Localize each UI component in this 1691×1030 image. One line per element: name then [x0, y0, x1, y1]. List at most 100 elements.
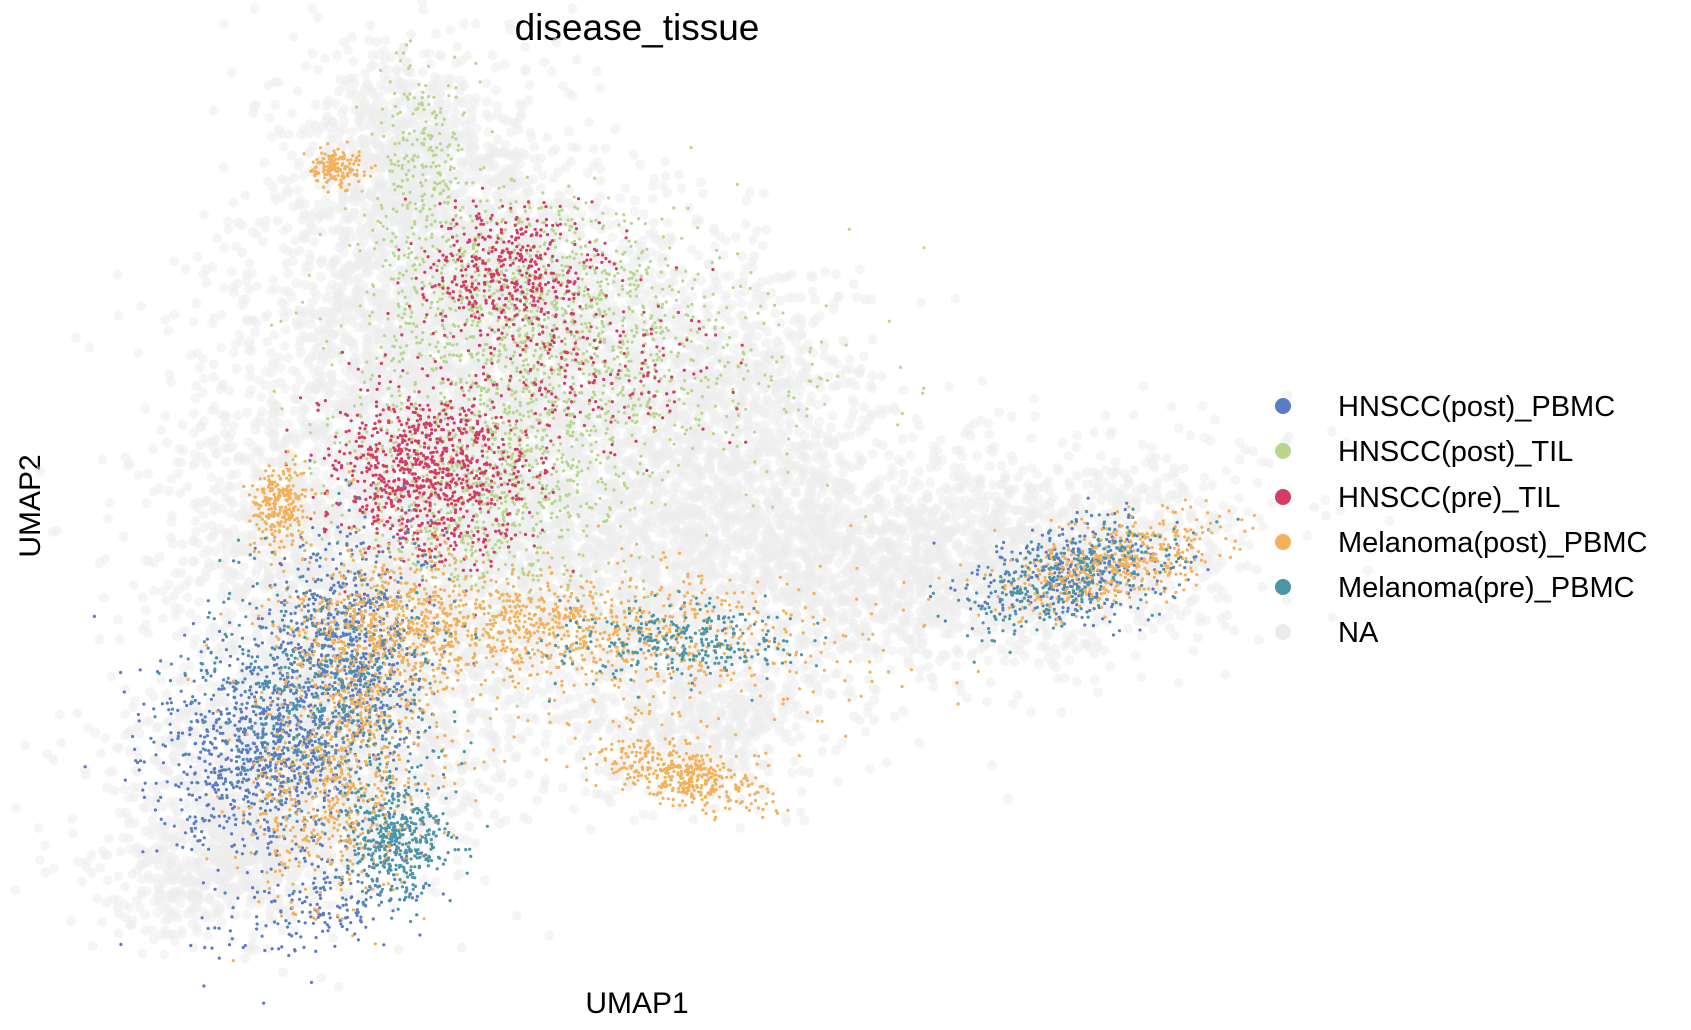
na-point [359, 68, 370, 79]
na-point [492, 109, 503, 120]
na-point [283, 129, 294, 140]
na-point [316, 227, 327, 238]
na-point [338, 267, 349, 278]
na-point [462, 50, 473, 61]
na-point [169, 309, 180, 320]
na-point [211, 448, 222, 458]
na-point [500, 139, 511, 150]
na-point [290, 383, 301, 394]
na-point [330, 204, 340, 215]
na-point [629, 206, 640, 217]
na-point [364, 411, 375, 422]
na-point [358, 120, 369, 131]
na-point [487, 50, 498, 61]
na-point [243, 436, 254, 447]
na-point [535, 183, 546, 194]
scatter-plot-area [10, 0, 1395, 1005]
na-point [372, 163, 383, 174]
na-point [219, 283, 230, 294]
na-point [354, 215, 364, 226]
na-point [571, 54, 582, 65]
na-point [264, 112, 275, 123]
na-point [113, 614, 123, 625]
na-point [243, 577, 254, 588]
na-point [232, 584, 243, 595]
na-point [209, 401, 220, 412]
na-point [259, 157, 270, 168]
na-point [118, 832, 129, 843]
na-point [556, 744, 567, 755]
na-point [163, 325, 174, 336]
na-point [588, 143, 599, 154]
na-point [288, 31, 299, 42]
na-point [250, 568, 261, 579]
na-point [231, 363, 242, 374]
na-point [249, 102, 259, 113]
na-point [343, 45, 354, 56]
na-point [71, 333, 81, 343]
na-point [383, 267, 394, 278]
na-point [473, 161, 484, 172]
na-point [368, 325, 379, 336]
na-point [198, 373, 209, 384]
na-point [504, 19, 514, 30]
na-point [595, 175, 606, 186]
na-point [141, 498, 152, 509]
na-point [470, 18, 481, 29]
na-point [120, 452, 131, 463]
na-point [334, 127, 345, 138]
na-point [411, 166, 422, 177]
na-point [170, 610, 181, 621]
na-point [237, 220, 247, 231]
na-point [567, 90, 578, 101]
na-point [208, 359, 219, 370]
na-point [187, 536, 198, 546]
na-point [377, 123, 388, 134]
na-point [238, 602, 249, 613]
na-point [418, 5, 429, 15]
na-point [165, 532, 176, 543]
na-point [143, 556, 154, 566]
na-point [240, 294, 251, 305]
na-point [312, 127, 323, 138]
na-point [310, 385, 321, 396]
na-point [328, 256, 339, 267]
na-point [490, 62, 501, 73]
na-point [452, 42, 463, 52]
na-point [247, 532, 258, 543]
na-point [246, 384, 257, 395]
na-point [274, 124, 285, 135]
na-point [199, 209, 209, 220]
na-point [467, 106, 478, 117]
na-point [363, 35, 374, 46]
na-point [582, 167, 593, 178]
na-point [314, 326, 325, 337]
na-point [373, 256, 383, 267]
na-point [94, 558, 105, 569]
na-point [629, 815, 640, 826]
na-point [298, 317, 309, 328]
na-point [249, 4, 260, 14]
na-point [234, 329, 245, 340]
na-point [282, 222, 293, 233]
na-point [464, 126, 475, 137]
na-point [338, 247, 349, 258]
na-point [551, 37, 562, 48]
na-point [192, 251, 203, 262]
na-point [313, 64, 323, 75]
na-point [228, 421, 239, 431]
na-point [663, 217, 673, 228]
na-point [635, 159, 646, 170]
na-point [333, 86, 344, 97]
na-point [195, 440, 206, 451]
na-point [591, 66, 602, 77]
na-point [289, 405, 300, 416]
na-point [226, 266, 237, 277]
na-point [140, 605, 151, 616]
na-point [364, 105, 375, 115]
na-point [147, 443, 158, 454]
na-point [143, 468, 154, 479]
na-point [266, 131, 277, 142]
na-point [292, 185, 303, 196]
na-point [188, 408, 199, 419]
